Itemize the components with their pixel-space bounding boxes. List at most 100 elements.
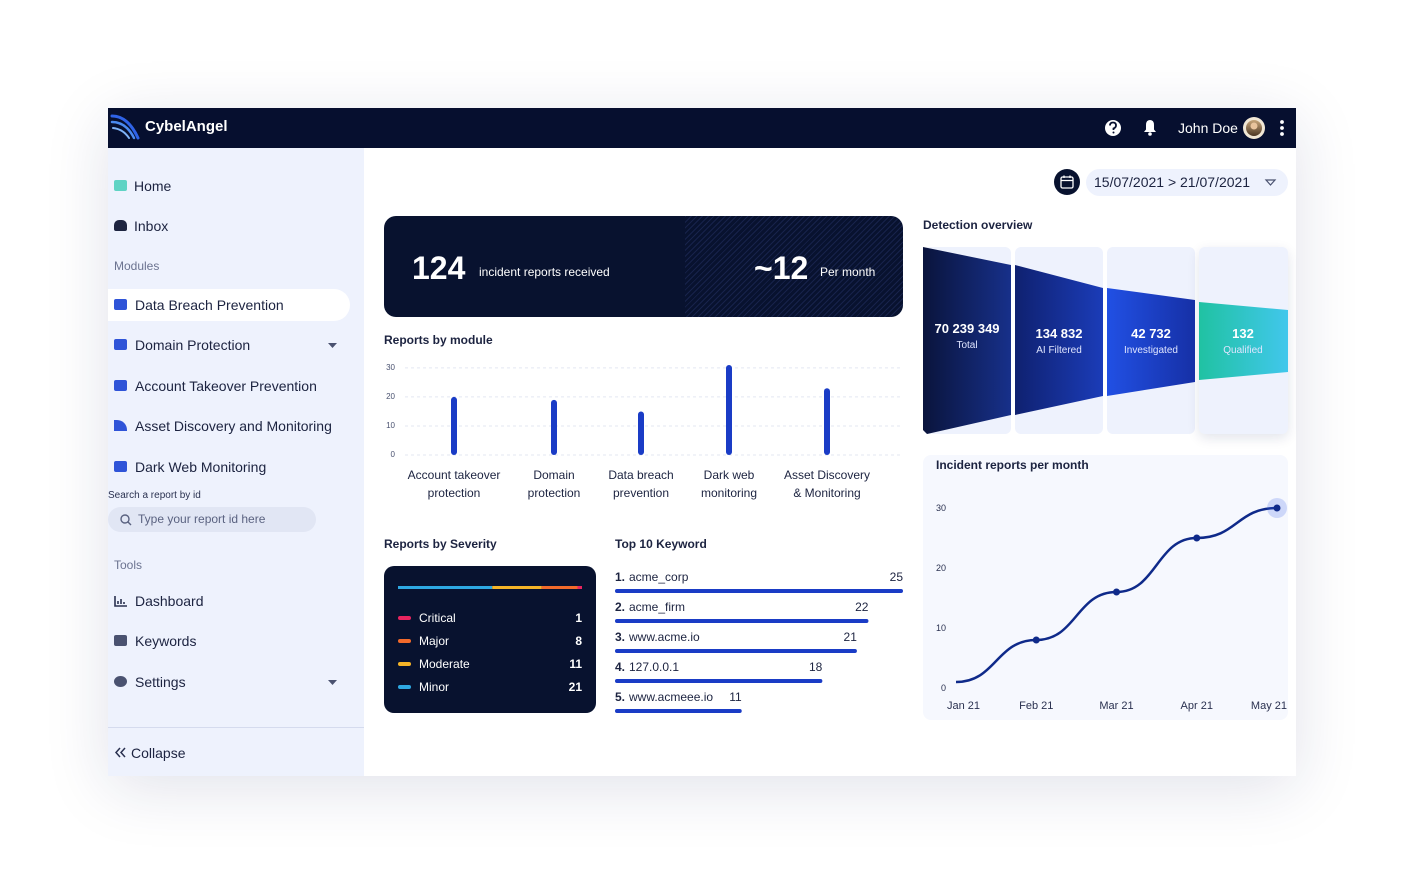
severity-name: Major [419,634,450,648]
severity-segment [492,586,542,589]
summary-card [384,216,903,317]
bar [824,388,830,455]
expand-caret[interactable] [328,343,337,348]
x-tick-label: Apr 21 [1180,700,1213,712]
search-label: Search a report by id [108,490,201,501]
x-tick-label: Feb 21 [1019,700,1054,712]
keyword-rank: 2. [615,600,626,614]
y-tick-label: 10 [386,420,395,430]
severity-count: 8 [575,634,582,648]
chart-title: Reports by Severity [384,537,497,551]
legend-swatch [398,662,411,666]
severity-count: 11 [569,657,582,671]
sidebar-separator [108,727,364,728]
total-label: incident reports received [479,265,610,279]
chart-title: Detection overview [923,218,1033,232]
keyword-count: 21 [843,630,857,644]
collapse-icon[interactable] [114,747,126,758]
module-item[interactable]: Account Takeover Prevention [135,378,317,394]
expand-caret[interactable] [328,680,337,685]
keyword-name: 127.0.0.1 [629,660,680,674]
module-item[interactable]: Dark Web Monitoring [135,459,267,475]
keyword-rank: 1. [615,570,626,584]
y-tick-label: 0 [390,450,395,459]
sidebar [108,148,364,776]
menu-icon [114,339,127,350]
brand-name[interactable]: CybelAngel [145,118,228,135]
menu-icon [114,596,127,607]
stage-value: 70 239 349 [934,321,1000,336]
calendar-button[interactable] [1054,169,1080,195]
module-item[interactable]: Domain Protection [135,337,251,353]
funnel-stage [1107,288,1195,396]
x-tick-label: Asset Discovery & Monitoring [783,468,871,500]
module-item[interactable]: Data Breach Prevention [135,297,284,313]
stage-value: 134 832 [1035,326,1083,341]
keyword-count: 22 [855,600,869,614]
stage-label: Total [956,340,978,351]
logo-icon [110,114,140,140]
severity-count: 1 [575,611,582,625]
y-tick-label: 20 [935,563,946,573]
keyword-rank: 3. [615,630,626,644]
stage-label: AI Filtered [1036,345,1082,356]
data-point [1193,534,1201,542]
severity-count: 21 [568,680,582,694]
collapse-button[interactable]: Collapse [131,745,186,761]
keyword-rank: 5. [615,690,626,704]
severity-card [384,566,596,713]
menu-icon [114,220,127,231]
x-tick-label: Dark web monitoring [700,468,758,500]
section-heading: Modules [114,259,160,273]
x-tick-label: Mar 21 [1099,700,1134,712]
search-placeholder[interactable]: Type your report id here [138,512,266,526]
search-box[interactable] [108,507,316,532]
nav-item[interactable]: Inbox [134,218,169,234]
date-caret[interactable] [1264,179,1277,186]
more-menu[interactable] [1280,120,1284,136]
chart-title: Incident reports per month [936,458,1089,472]
tool-item[interactable]: Dashboard [135,593,204,609]
stage-value: 132 [1232,326,1254,341]
user-name[interactable]: John Doe [1178,120,1238,136]
y-tick-label: 0 [940,683,946,693]
funnel-stage [1199,302,1288,380]
search-icon [120,514,132,526]
tool-item[interactable]: Settings [135,674,186,690]
help-icon[interactable] [1105,120,1121,136]
bar [638,411,644,455]
stage-label: Investigated [1124,345,1178,356]
section-heading: Tools [114,558,143,572]
date-picker[interactable] [1086,169,1288,196]
funnel-stage [1015,265,1103,415]
notification-icon[interactable] [1144,120,1156,136]
x-tick-label: Data breach prevention [608,468,674,500]
date-range[interactable]: 15/07/2021 > 21/07/2021 [1094,174,1251,190]
keyword-count: 18 [809,660,823,674]
y-tick-label: 30 [935,503,946,513]
menu-icon [114,420,127,431]
avatar[interactable] [1243,117,1265,139]
severity-name: Moderate [419,657,470,671]
severity-name: Minor [419,680,450,694]
menu-icon [114,635,127,646]
stage-value: 42 732 [1131,326,1171,341]
bar [451,396,457,455]
keyword-count: 25 [889,570,903,584]
keyword-name: acme_firm [629,600,686,614]
stage-label: Qualified [1223,345,1263,356]
legend-swatch [398,639,411,643]
x-tick-label: Account takeover protection [407,468,501,500]
monthly-rate: ~12 [754,250,809,286]
nav-item[interactable]: Home [134,178,172,194]
keyword-bar [615,679,823,683]
bar [726,365,732,455]
keyword-count: 11 [729,690,742,704]
module-item[interactable]: Asset Discovery and Monitoring [135,418,332,434]
tool-item[interactable]: Keywords [135,633,197,649]
menu-icon [114,461,127,472]
keyword-name: acme_corp [629,570,689,584]
bar [551,399,557,455]
